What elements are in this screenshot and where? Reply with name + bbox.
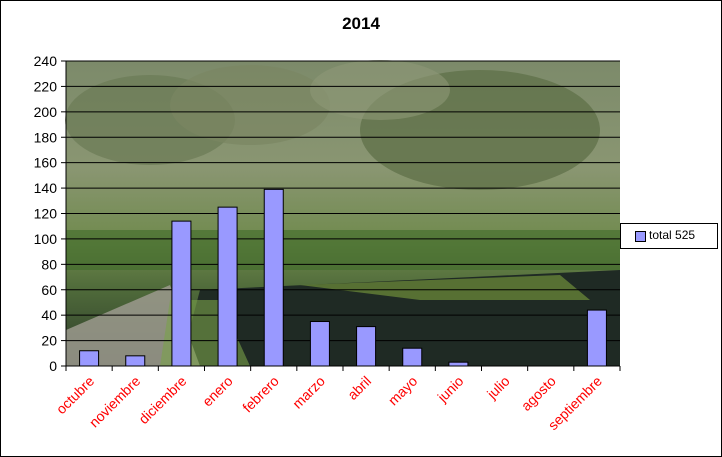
legend-label: total 525 <box>649 228 696 242</box>
bar-noviembre <box>125 355 146 367</box>
bar-junio <box>448 361 469 367</box>
bar-febrero <box>263 188 284 367</box>
bar-octubre <box>79 350 100 367</box>
y-tick-label: 140 <box>34 180 58 196</box>
legend-swatch <box>635 231 646 242</box>
x-tick-label: marzo <box>289 373 328 412</box>
y-tick-label: 60 <box>41 282 57 298</box>
y-tick-label: 180 <box>34 129 58 145</box>
y-axis: 0 20 40 60 80 100 120 140 160 180 200 220 240 <box>34 53 67 374</box>
x-tick-label: octubre <box>53 373 97 417</box>
x-tick-label: agosto <box>518 373 559 414</box>
y-tick-label: 20 <box>41 333 57 349</box>
bar-marzo <box>309 321 330 367</box>
gridlines <box>66 60 620 342</box>
y-tick-label: 160 <box>34 155 58 171</box>
x-tick-label: febrero <box>239 373 282 416</box>
y-tick-label: 0 <box>49 358 57 374</box>
bar-mayo <box>402 347 423 367</box>
bar-septiembre <box>586 309 607 367</box>
x-tick-label: mayo <box>385 373 421 409</box>
y-tick-label: 240 <box>34 53 58 69</box>
y-tick-label: 120 <box>34 206 58 222</box>
bar-enero <box>217 206 238 367</box>
x-tick-label: diciembre <box>135 373 189 427</box>
x-tick-label: enero <box>199 373 236 410</box>
legend: total 525 <box>620 223 718 249</box>
x-tick-label: junio <box>434 373 467 406</box>
y-tick-label: 40 <box>41 307 57 323</box>
x-tick-label: julio <box>483 373 513 403</box>
bar-diciembre <box>171 220 192 367</box>
y-tick-label: 200 <box>34 104 58 120</box>
y-tick-label: 80 <box>41 256 57 272</box>
y-tick-label: 220 <box>34 78 58 94</box>
x-tick-label: noviembre <box>86 373 144 431</box>
chart-title: 2014 <box>342 14 380 33</box>
bar-abril <box>356 326 377 367</box>
x-tick-label: abril <box>344 373 374 403</box>
bars <box>79 188 607 367</box>
y-tick-label: 100 <box>34 231 58 247</box>
